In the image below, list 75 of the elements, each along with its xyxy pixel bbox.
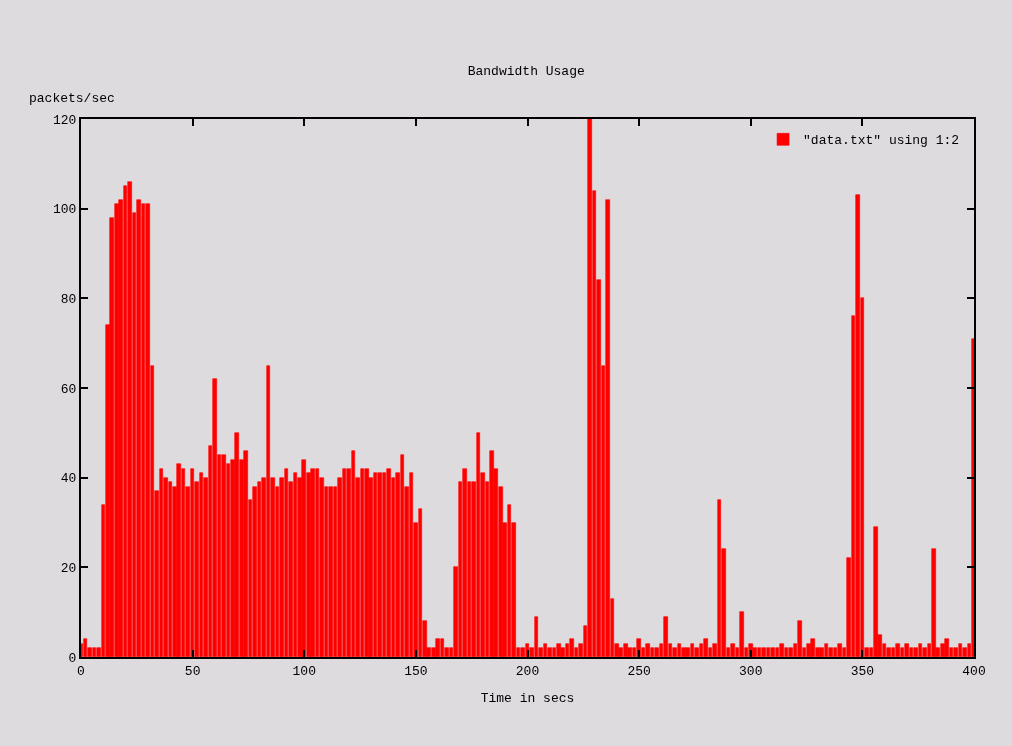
y-tick-label: 80	[60, 291, 77, 307]
bar	[462, 468, 467, 657]
chart-title: Bandwidth Usage	[467, 63, 585, 79]
bar	[605, 199, 610, 657]
bar	[681, 647, 686, 657]
bar	[136, 199, 141, 657]
bar	[971, 338, 974, 657]
x-tick-label: 350	[850, 663, 875, 679]
bar	[435, 638, 440, 657]
bar	[627, 647, 632, 657]
bar	[730, 643, 735, 657]
bar	[377, 472, 382, 657]
bar	[810, 638, 815, 657]
y-tick-label: 20	[60, 560, 77, 576]
bar	[922, 647, 927, 657]
bar	[234, 432, 239, 657]
bar	[127, 181, 132, 657]
x-tick-label: 200	[515, 663, 540, 679]
y-tick-label: 0	[68, 650, 77, 666]
x-tick-label: 100	[292, 663, 316, 679]
bar	[569, 638, 574, 657]
bar	[752, 647, 757, 657]
bar	[645, 643, 650, 657]
bar	[962, 647, 967, 657]
bar	[145, 203, 150, 657]
x-tick-label: 300	[739, 663, 763, 679]
bar	[828, 647, 833, 657]
bar	[895, 643, 900, 657]
bar	[873, 526, 878, 657]
bar	[636, 638, 641, 657]
bar	[310, 468, 315, 657]
bar	[221, 454, 226, 657]
bar	[855, 194, 860, 657]
bar	[672, 647, 677, 657]
x-tick-label: 50	[184, 663, 201, 679]
bar	[953, 647, 958, 657]
x-tick-label: 250	[627, 663, 651, 679]
bar	[685, 647, 690, 657]
y-axis-title: packets/sec	[29, 91, 115, 106]
x-tick-label: 150	[404, 663, 428, 679]
bar	[797, 620, 802, 657]
legend-label: "data.txt" using 1:2	[803, 133, 960, 149]
bar	[386, 468, 391, 657]
y-tick-label: 60	[60, 381, 77, 397]
bar	[587, 119, 592, 657]
bar	[703, 638, 708, 657]
bar	[913, 647, 918, 657]
bar	[770, 647, 775, 657]
bar	[176, 463, 181, 657]
bar	[520, 647, 525, 657]
y-tick-label: 40	[60, 471, 77, 487]
bar	[931, 548, 936, 657]
bar	[654, 647, 659, 657]
x-tick-label: 400	[962, 663, 986, 679]
bar	[212, 378, 217, 657]
bar	[694, 647, 699, 657]
bar	[328, 486, 333, 657]
bar	[739, 611, 744, 657]
y-tick-label: 120	[52, 112, 77, 128]
bar	[663, 616, 668, 657]
bar	[547, 647, 552, 657]
y-tick-label: 100	[52, 202, 77, 218]
x-axis-title: Time in secs	[480, 690, 575, 706]
bar	[556, 643, 561, 657]
bar	[886, 647, 891, 657]
bar	[944, 638, 949, 657]
bar	[788, 647, 793, 657]
bar	[560, 647, 565, 657]
bar	[904, 643, 909, 657]
bar	[243, 450, 248, 657]
bar	[761, 647, 766, 657]
bar	[301, 459, 306, 657]
bar	[779, 643, 784, 657]
bar	[837, 643, 842, 657]
bar	[819, 647, 824, 657]
